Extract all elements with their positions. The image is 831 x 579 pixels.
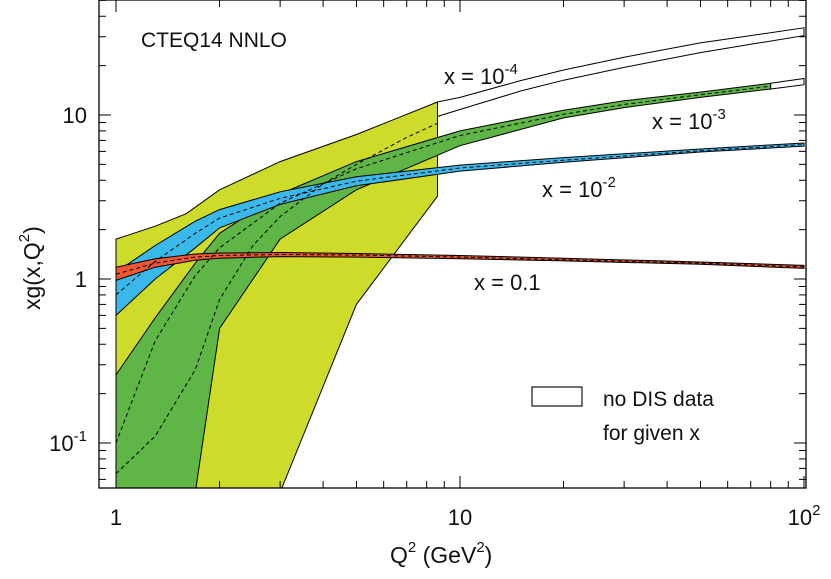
x-tick-label: 1 bbox=[110, 505, 122, 530]
y-tick-label: 10 bbox=[63, 103, 87, 128]
x-axis-title: Q2 (GeV2) bbox=[390, 539, 492, 568]
nodata-band-x1e-4 bbox=[437, 27, 805, 118]
x-tick-label: 10 bbox=[448, 505, 472, 530]
chart-title: CTEQ14 NNLO bbox=[141, 29, 287, 52]
legend-swatch-no-dis bbox=[531, 386, 583, 407]
label-x1e-2: x = 10-2 bbox=[542, 174, 616, 202]
central-x1e-4 bbox=[115, 122, 438, 475]
legend-line-2: for given x bbox=[603, 422, 700, 445]
label-x1e-4: x = 10-4 bbox=[444, 61, 518, 89]
y-tick-label: 1 bbox=[75, 267, 87, 292]
y-axis-title: xg(x,Q2) bbox=[16, 226, 45, 310]
y-tick-label: 10-1 bbox=[49, 428, 87, 456]
x-tick-label: 102 bbox=[788, 502, 821, 530]
band-x0.1 bbox=[115, 251, 805, 282]
central-x1e-3 bbox=[115, 85, 771, 444]
legend-line-1: no DIS data bbox=[603, 388, 714, 411]
central-x1e-2 bbox=[115, 144, 805, 296]
axis-ticks: 1 10 102 10-1 1 10 bbox=[49, 0, 820, 530]
label-x1e-3: x = 10-3 bbox=[652, 106, 726, 134]
central-x0.1 bbox=[115, 253, 805, 275]
band-x1e-2 bbox=[115, 142, 805, 317]
nodata-band-x1e-3 bbox=[770, 77, 805, 90]
pdf-bands bbox=[115, 27, 805, 488]
label-x0.1: x = 0.1 bbox=[474, 270, 541, 295]
plot-frame bbox=[98, 0, 807, 489]
central-curves bbox=[115, 85, 805, 475]
